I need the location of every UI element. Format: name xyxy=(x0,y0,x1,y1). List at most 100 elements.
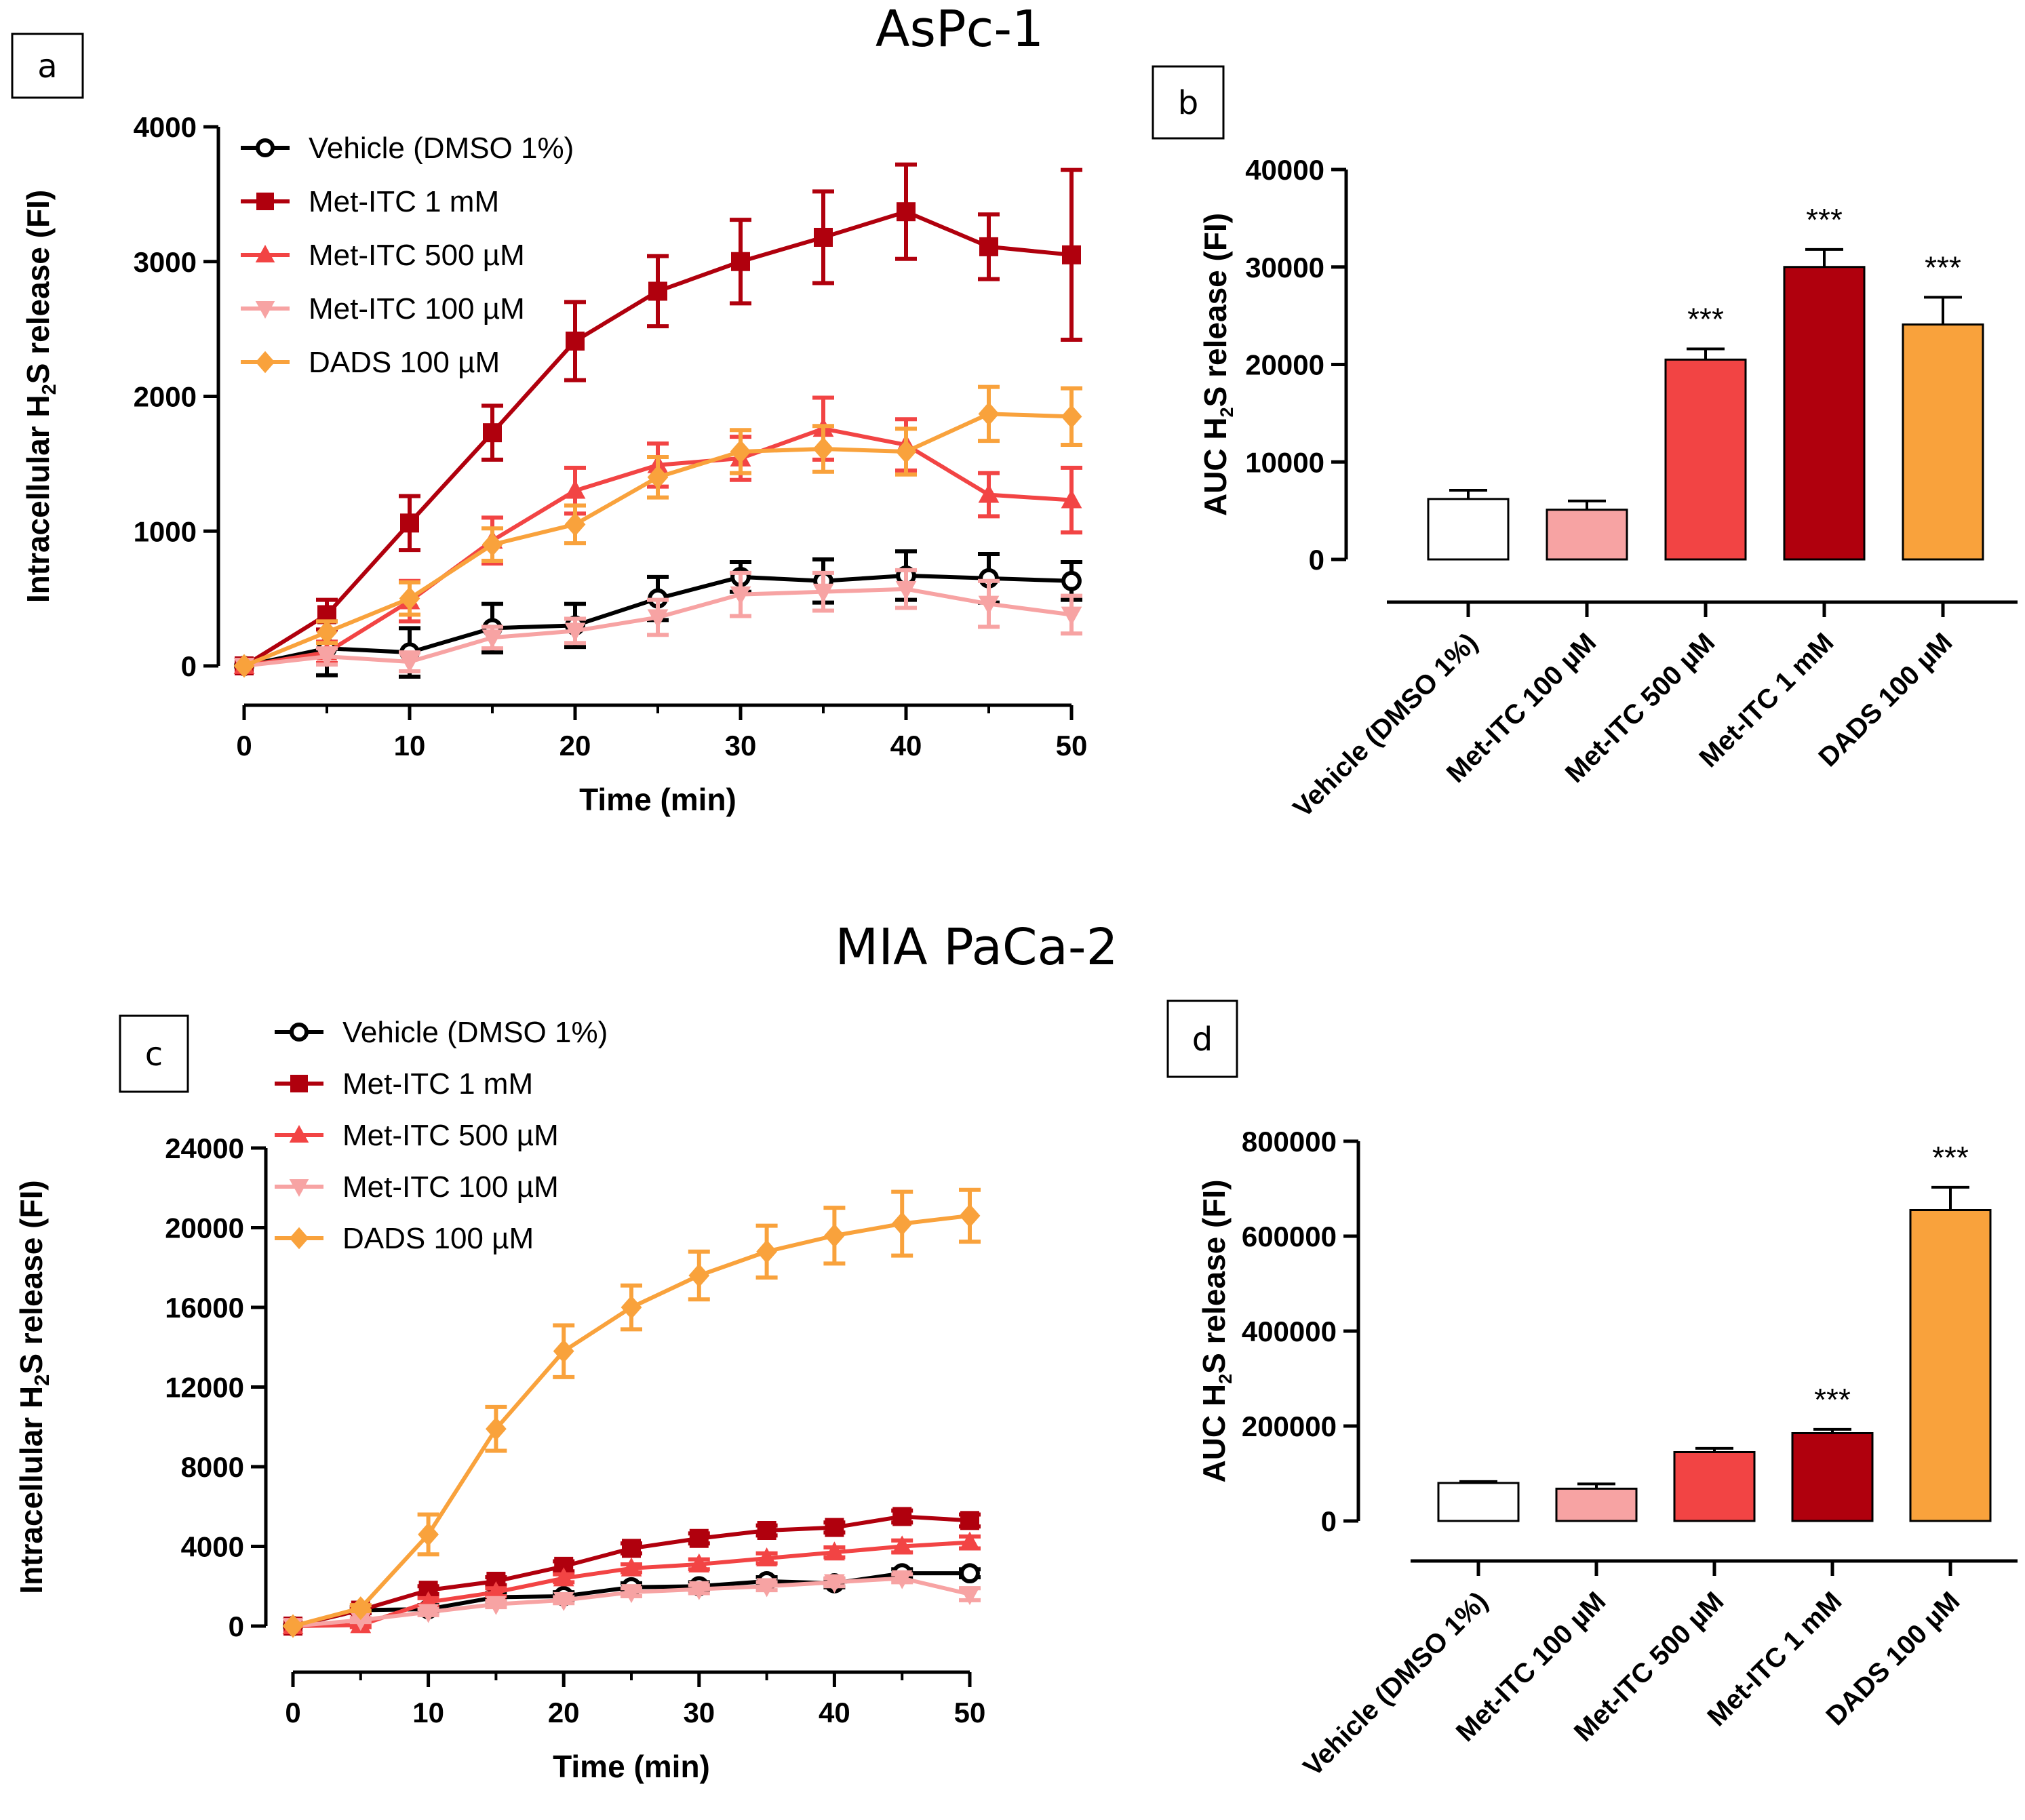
d-category-label: Vehicle (DMSO 1%) xyxy=(1297,1586,1493,1782)
c-y-tick-label: 24000 xyxy=(165,1132,244,1164)
c-point-dads-100-um xyxy=(282,1614,304,1638)
c-point-met-itc-1-mm xyxy=(825,1518,844,1537)
a-legend-label-met-itc-1-mm: Met-ITC 1 mM xyxy=(309,185,499,218)
a-point-met-itc-100-um xyxy=(730,586,751,606)
c-point-met-itc-500-um xyxy=(891,1535,913,1555)
panel-a-line-chart: 0 1000 2000 3000 4000 0 10 20 30 40 50 Time (min) In… xyxy=(11,33,1088,817)
b-bar-vehicle-dmso-1 xyxy=(1427,498,1510,561)
a-legend-marker-met-itc-100-um xyxy=(255,300,275,319)
a-y-tick-label: 3000 xyxy=(134,246,197,278)
c-legend-label-met-itc-1-mm: Met-ITC 1 mM xyxy=(342,1067,533,1101)
a-point-met-itc-100-um xyxy=(812,583,834,603)
a-legend-marker-vehicle-dmso-1 xyxy=(255,138,275,158)
a-y-tick-label: 4000 xyxy=(134,111,197,143)
a-series-dads-100-um xyxy=(233,384,1082,678)
d-y-tick-label: 0 xyxy=(1321,1505,1337,1537)
c-y-tick-label: 16000 xyxy=(165,1292,244,1324)
b-y-tick-label: 10000 xyxy=(1245,446,1324,478)
c-point-met-itc-500-um xyxy=(553,1567,574,1587)
b-bar-met-itc-1-mm xyxy=(1783,266,1866,561)
a-point-dads-100-um xyxy=(730,439,751,464)
a-point-dads-100-um xyxy=(564,512,586,536)
a-legend-label-met-itc-500-um: Met-ITC 500 µM xyxy=(309,239,525,272)
d-bar-dads-100-um xyxy=(1909,1209,1992,1522)
a-point-met-itc-100-um xyxy=(316,648,338,668)
a-point-met-itc-100-um xyxy=(895,580,917,600)
c-point-dads-100-um xyxy=(553,1339,574,1364)
c-legend-marker-dads-100-um xyxy=(289,1227,309,1250)
b-significance: *** xyxy=(1925,250,1961,285)
c-point-dads-100-um xyxy=(959,1204,981,1228)
a-legend-label-vehicle-dmso-1: Vehicle (DMSO 1%) xyxy=(309,132,574,165)
d-y-tick-label: 200000 xyxy=(1242,1410,1337,1442)
c-x-tick-label: 10 xyxy=(412,1697,444,1728)
b-bar-met-itc-100-um xyxy=(1546,509,1628,561)
c-point-dads-100-um xyxy=(350,1596,372,1621)
c-point-met-itc-100-um xyxy=(891,1570,913,1589)
d-y-axis-title: AUC H2S release (FI) xyxy=(1196,1179,1236,1482)
b-y-axis-title: AUC H2S release (FI) xyxy=(1198,213,1237,516)
a-point-met-itc-1-mm xyxy=(814,227,833,247)
c-point-dads-100-um xyxy=(756,1240,777,1264)
c-point-dads-100-um xyxy=(486,1417,507,1441)
a-point-met-itc-1-mm xyxy=(979,237,998,256)
c-point-met-itc-100-um xyxy=(688,1581,710,1600)
a-x-tick-label: 30 xyxy=(725,730,757,761)
a-point-met-itc-500-um xyxy=(978,483,1000,503)
c-point-met-itc-500-um xyxy=(959,1531,981,1551)
c-point-met-itc-500-um xyxy=(756,1547,777,1567)
a-point-met-itc-100-um xyxy=(647,609,669,629)
a-point-dads-100-um xyxy=(481,532,503,557)
a-legend-marker-met-itc-500-um xyxy=(255,245,275,263)
b-y-tick-label: 30000 xyxy=(1245,252,1324,283)
b-y-tick-label: 20000 xyxy=(1245,349,1324,381)
d-y-tick-label: 800000 xyxy=(1242,1126,1337,1158)
b-bar-met-itc-500-um xyxy=(1664,358,1747,561)
c-x-tick-label: 30 xyxy=(683,1697,715,1728)
c-x-tick-label: 50 xyxy=(954,1697,986,1728)
d-panel-label: d xyxy=(1192,1021,1213,1059)
title-miapaca2: MIA PaCa-2 xyxy=(835,918,1118,976)
c-x-axis-title: Time (min) xyxy=(553,1749,710,1784)
a-point-met-itc-1-mm xyxy=(566,332,585,351)
c-y-tick-label: 8000 xyxy=(181,1451,244,1483)
c-point-met-itc-100-um xyxy=(418,1604,439,1623)
a-panel-label: a xyxy=(37,47,57,85)
a-point-dads-100-um xyxy=(647,465,669,490)
c-point-met-itc-100-um xyxy=(553,1591,574,1611)
c-point-met-itc-1-mm xyxy=(757,1521,776,1540)
c-point-met-itc-1-mm xyxy=(622,1539,641,1558)
a-x-axis-title: Time (min) xyxy=(579,782,736,817)
c-point-met-itc-1-mm xyxy=(689,1528,709,1548)
a-legend-label-met-itc-100-um: Met-ITC 100 µM xyxy=(309,292,525,325)
b-category-label: Vehicle (DMSO 1%) xyxy=(1287,627,1483,823)
c-legend-marker-met-itc-500-um xyxy=(289,1125,309,1143)
a-y-tick-label: 2000 xyxy=(134,381,197,413)
c-series-met-itc-100-um xyxy=(282,1570,981,1638)
a-point-dads-100-um xyxy=(316,620,338,644)
c-series-dads-100-um xyxy=(282,1187,981,1638)
c-point-met-itc-500-um xyxy=(824,1541,845,1561)
a-point-dads-100-um xyxy=(812,437,834,461)
c-point-dads-100-um xyxy=(688,1263,710,1288)
a-series-met-itc-1-mm xyxy=(235,162,1082,675)
b-significance: *** xyxy=(1687,302,1724,337)
c-panel-label-box xyxy=(119,1014,189,1093)
a-x-tick-label: 50 xyxy=(1056,730,1088,761)
c-point-dads-100-um xyxy=(418,1522,439,1547)
c-legend-label-met-itc-500-um: Met-ITC 500 µM xyxy=(342,1119,559,1152)
a-x-tick-label: 0 xyxy=(236,730,252,761)
c-x-tick-label: 20 xyxy=(548,1697,580,1728)
a-y-tick-label: 1000 xyxy=(134,515,197,547)
c-point-met-itc-100-um xyxy=(350,1612,372,1631)
c-point-met-itc-100-um xyxy=(824,1574,845,1594)
c-point-dads-100-um xyxy=(824,1223,845,1248)
a-point-met-itc-1-mm xyxy=(1062,245,1081,264)
c-legend-label-met-itc-100-um: Met-ITC 100 µM xyxy=(342,1170,559,1204)
c-legend-marker-vehicle-dmso-1 xyxy=(289,1022,309,1042)
c-point-vehicle-dmso-1 xyxy=(960,1563,980,1584)
b-bar-dads-100-um xyxy=(1902,323,1984,561)
